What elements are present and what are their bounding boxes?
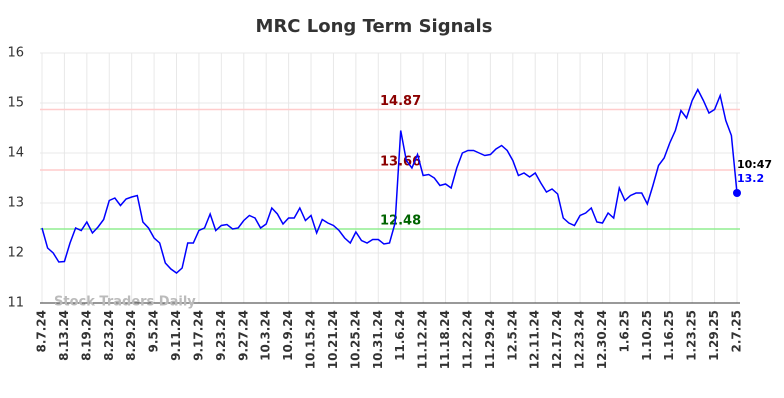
x-tick-label: 9.27.24: [236, 310, 250, 361]
last-point: [733, 189, 741, 197]
x-tick-label: 8.23.24: [102, 310, 116, 361]
y-tick-label: 14: [7, 146, 24, 161]
series-line: [41, 87, 738, 274]
x-tick-label: 9.17.24: [191, 310, 205, 361]
x-tick-label: 8.13.24: [57, 310, 71, 361]
x-tick-label: 11.29.24: [483, 310, 497, 369]
x-tick-label: 10.21.24: [326, 310, 340, 369]
x-tick-label: 12.17.24: [550, 310, 564, 369]
y-tick-label: 12: [7, 246, 24, 261]
x-tick-label: 1.10.25: [640, 310, 654, 361]
x-tick-label: 8.7.24: [35, 310, 49, 353]
x-tick-label: 1.6.25: [617, 310, 631, 353]
y-tick-label: 15: [7, 96, 24, 111]
x-tick-label: 12.5.24: [505, 310, 519, 361]
x-tick-label: 8.29.24: [124, 310, 138, 361]
x-tick-label: 12.23.24: [573, 310, 587, 369]
x-tick-label: 11.12.24: [416, 310, 430, 369]
x-tick-label: 10.9.24: [281, 310, 295, 361]
x-tick-label: 8.19.24: [79, 310, 93, 361]
x-tick-label: 12.30.24: [595, 310, 609, 369]
last-value: 13.2: [737, 172, 764, 185]
x-tick-label: 10.3.24: [259, 310, 273, 361]
x-tick-label: 11.6.24: [393, 310, 407, 361]
chart-title: MRC Long Term Signals: [256, 16, 493, 37]
x-tick-label: 11.18.24: [438, 310, 452, 369]
x-tick-label: 2.7.25: [730, 310, 744, 353]
x-tick-label: 10.31.24: [371, 310, 385, 369]
y-tick-label: 16: [7, 46, 24, 61]
x-tick-label: 9.23.24: [214, 310, 228, 361]
signal-label: 14.87: [380, 94, 421, 109]
last-time: 10:47: [737, 158, 772, 171]
x-tick-label: 1.23.25: [685, 310, 699, 361]
watermark: Stock Traders Daily: [54, 295, 196, 310]
x-tick-label: 9.5.24: [147, 310, 161, 353]
x-tick-label: 12.11.24: [528, 310, 542, 369]
signal-label: 12.48: [380, 214, 421, 229]
y-tick-label: 11: [7, 296, 24, 311]
x-tick-label: 1.29.25: [707, 310, 721, 361]
x-tick-label: 9.11.24: [169, 310, 183, 361]
y-tick-label: 13: [7, 196, 24, 211]
x-tick-label: 10.15.24: [304, 310, 318, 369]
x-tick-label: 1.16.25: [662, 310, 676, 361]
x-tick-label: 11.22.24: [460, 310, 474, 369]
x-tick-label: 10.25.24: [348, 310, 362, 369]
